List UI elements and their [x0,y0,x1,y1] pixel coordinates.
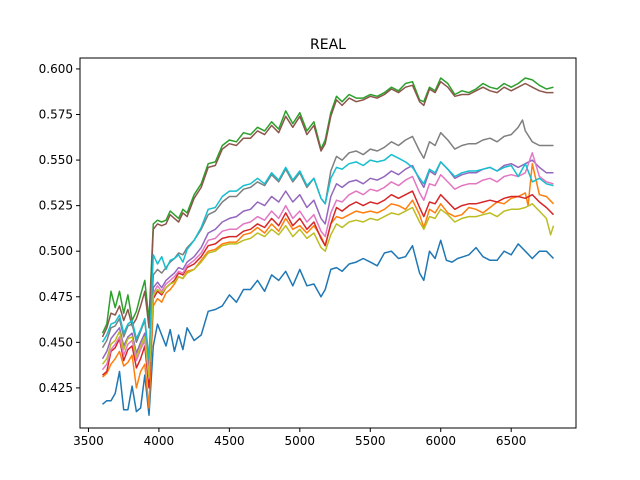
y-tick-label: 0.425 [39,381,73,395]
x-axis: 3500 4000 4500 5000 5500 6000 6500 [73,428,526,448]
y-tick-label: 0.475 [39,290,73,304]
y-tick-label: 0.450 [39,335,73,349]
x-tick-label: 4000 [144,434,175,448]
x-tick-label: 3500 [73,434,104,448]
x-tick-label: 5500 [355,434,386,448]
series-line-2 [102,162,555,409]
y-tick-label: 0.575 [39,108,73,122]
x-tick-label: 5000 [285,434,316,448]
series-layer [101,77,555,416]
y-axis: 0.425 0.450 0.475 0.500 0.525 0.550 0.575 0.600 [39,62,80,395]
series-line-9 [101,203,555,378]
series-line-7 [101,152,554,380]
series-line-4 [102,190,555,389]
series-line-10 [101,153,554,360]
y-tick-label: 0.550 [39,153,73,167]
series-line-5 [101,159,554,373]
x-tick-label: 4500 [214,434,245,448]
y-tick-label: 0.600 [39,62,73,76]
series-line-6 [101,80,554,338]
y-tick-label: 0.500 [39,244,73,258]
series-line-1 [102,239,555,416]
chart-title: REAL [310,37,346,53]
series-line-3 [101,77,554,334]
x-tick-label: 6500 [496,434,527,448]
x-tick-label: 6000 [425,434,456,448]
plot-frame [79,57,577,429]
y-tick-label: 0.525 [39,199,73,213]
